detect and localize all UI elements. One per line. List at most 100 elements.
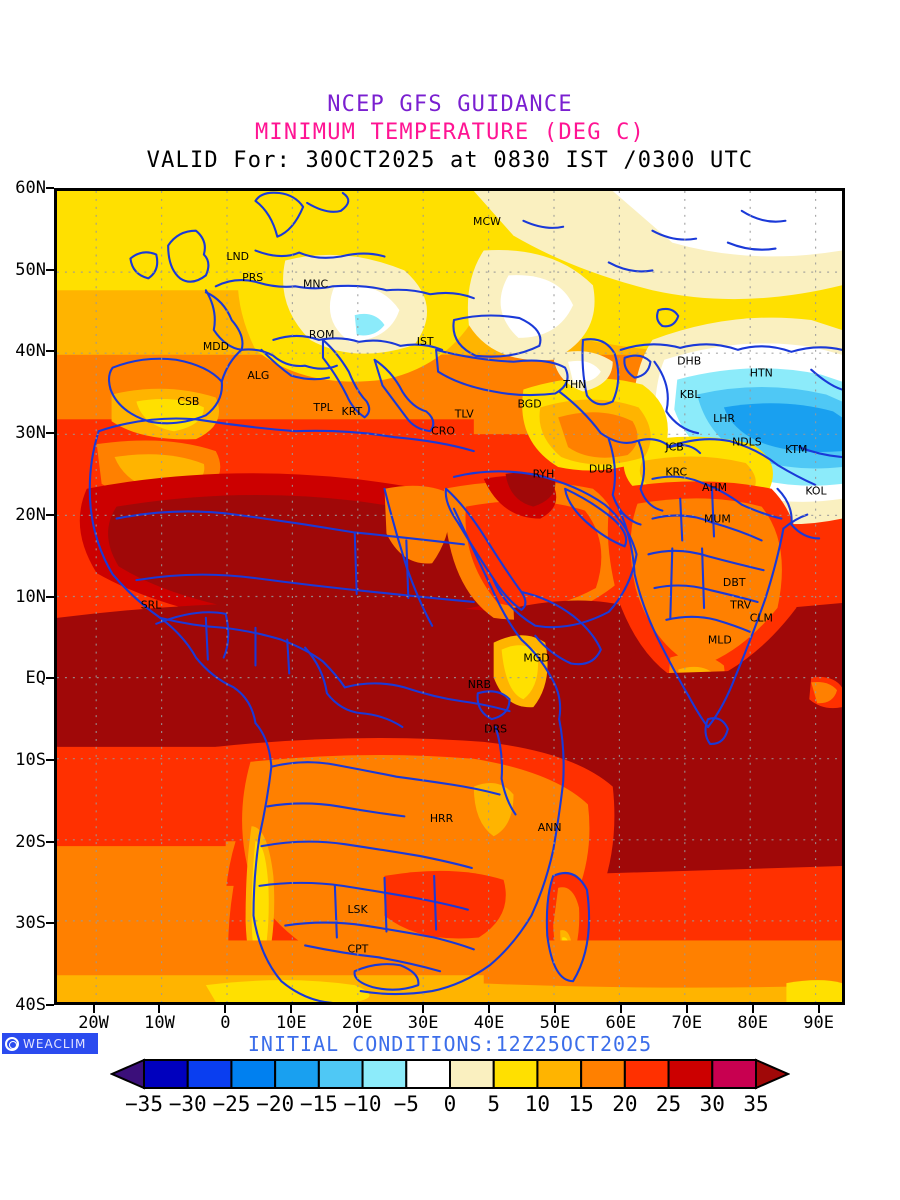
lat-tick-label: 20S [15,831,46,852]
city-label-ist: IST [417,335,434,348]
lon-tick-label: 0 [220,1013,231,1033]
city-label-cpt: CPT [347,943,368,956]
city-label-ndls: NDLS [732,436,762,449]
lat-tick-mark [46,758,54,761]
colorbar-swatch [143,1059,189,1089]
colorbar-swatch [317,1059,364,1089]
lat-tick-label: 10S [15,749,46,770]
city-label-mgd: MGD [523,651,549,664]
city-label-thn: THN [562,378,586,391]
city-label-krc: KRC [665,466,687,479]
lat-tick-mark [46,432,54,435]
city-label-htn: HTN [750,367,773,380]
city-label-kol: KOL [805,484,827,497]
grid-lines [57,191,842,1002]
city-label-lnd: LND [226,250,249,263]
colorbar-swatch [186,1059,233,1089]
colorbar-tick-label: −30 [168,1092,207,1116]
initial-conditions-label: INITIAL CONDITIONS:12Z25OCT2025 [247,1032,653,1056]
lon-tick-label: 10E [275,1013,307,1033]
city-label-ryh: RYH [533,467,555,480]
lat-tick-mark [46,513,54,516]
lon-tick-label: 40E [473,1013,505,1033]
colorbar-tick-label: −25 [212,1092,251,1116]
lon-tick-mark [356,1005,359,1013]
city-label-clm: CLM [750,612,773,625]
colorbar-tick-label: −15 [299,1092,338,1116]
colorbar-tick-label: 0 [443,1092,457,1116]
lat-tick-label: 40S [15,995,46,1015]
lon-tick-mark [488,1005,491,1013]
city-label-layer: MCW LND PRS MNC ROM MDD IST ALG CSB TPL KRT TLV CRO B… [141,215,828,955]
colorbar-cap-low [110,1058,145,1090]
colorbar-tick-label: 5 [487,1092,501,1116]
city-label-tpl: TPL [312,401,333,414]
lon-tick-mark [685,1005,688,1013]
colorbar-tick-label: 25 [655,1092,682,1116]
city-label-trv: TRV [729,599,752,612]
colorbar-tick-label: −10 [343,1092,382,1116]
city-label-dbt: DBT [723,576,746,589]
lon-tick-label: 30E [407,1013,439,1033]
city-label-ann: ANN [538,821,562,834]
colorbar-tick-label: 20 [612,1092,638,1116]
lon-tick-label: 80E [737,1013,769,1033]
city-label-rom: ROM [309,328,335,341]
city-label-nrb: NRB [468,678,491,691]
colorbar-swatch [667,1059,714,1089]
lat-tick-label: 40N [15,341,46,362]
colorbar-swatch [580,1059,626,1089]
page-title-valid-time: VALID For: 30OCT2025 at 0830 IST /0300 U… [146,148,754,173]
city-label-lhr: LHR [713,412,735,425]
lon-tick-label: 60E [605,1013,637,1033]
colorbar-tick-label: 30 [699,1092,725,1116]
colorbar-swatch [405,1059,451,1089]
city-label-alg: ALG [247,369,269,382]
lon-tick-mark [619,1005,622,1013]
colorbar-tick-label: 10 [524,1092,551,1116]
city-label-prs: PRS [242,271,263,284]
lat-tick-mark [46,922,54,925]
colorbar-swatches [110,1058,790,1090]
lat-tick-mark [46,1004,54,1006]
lat-tick-mark [46,840,54,843]
lat-tick-mark [46,677,54,680]
chart-title-block: NCEP GFS GUIDANCE MINIMUM TEMPERATURE (D… [0,92,900,173]
lat-tick-label: 10N [15,586,46,607]
coastline-layer [88,191,842,1002]
temperature-colorbar[interactable]: −35 −30 −25 −20 −15 −10 −5 0 5 10 15 20 25 30 35 [110,1058,790,1120]
lon-tick-mark [553,1005,556,1013]
lon-tick-label: 10W [144,1013,175,1033]
city-label-dhb: DHB [677,355,701,368]
city-label-mum: MUM [704,513,731,526]
lat-tick-label: 30S [15,913,46,934]
colorbar-tick-label: 35 [743,1092,769,1116]
city-label-lsk: LSK [347,903,368,916]
lon-tick-mark [817,1005,820,1013]
colorbar-swatch [449,1059,495,1089]
page-title-variable: MINIMUM TEMPERATURE (DEG C) [254,120,646,145]
map-plot-area[interactable]: MCW LND PRS MNC ROM MDD IST ALG CSB TPL KRT TLV CRO B… [54,188,845,1005]
city-label-drs: DRS [484,723,507,736]
lon-tick-label: 20E [341,1013,373,1033]
city-label-csb: CSB [177,395,199,408]
city-label-srl: SRL [141,599,162,612]
lon-tick-label: 90E [803,1013,834,1033]
city-label-mcw: MCW [473,215,501,228]
colorbar-tick-label: −35 [125,1092,163,1116]
weaclim-logo[interactable]: WEACLIM [2,1033,98,1054]
city-label-mdd: MDD [203,340,229,353]
lon-tick-mark [224,1005,227,1013]
lon-tick-label: 20W [78,1013,109,1033]
colorbar-tick-label: −5 [393,1092,419,1116]
lat-tick-label: EQ [25,668,46,689]
lat-tick-mark [46,187,54,189]
lat-tick-mark [46,268,54,271]
colorbar-cap-high [755,1058,790,1090]
colorbar-swatch [274,1059,320,1089]
colorbar-tick-label: −20 [256,1092,295,1116]
city-label-ahm: AHM [702,481,727,494]
city-label-cro: CRO [431,424,455,437]
city-label-mld: MLD [708,634,732,647]
lon-tick-mark [92,1005,95,1013]
